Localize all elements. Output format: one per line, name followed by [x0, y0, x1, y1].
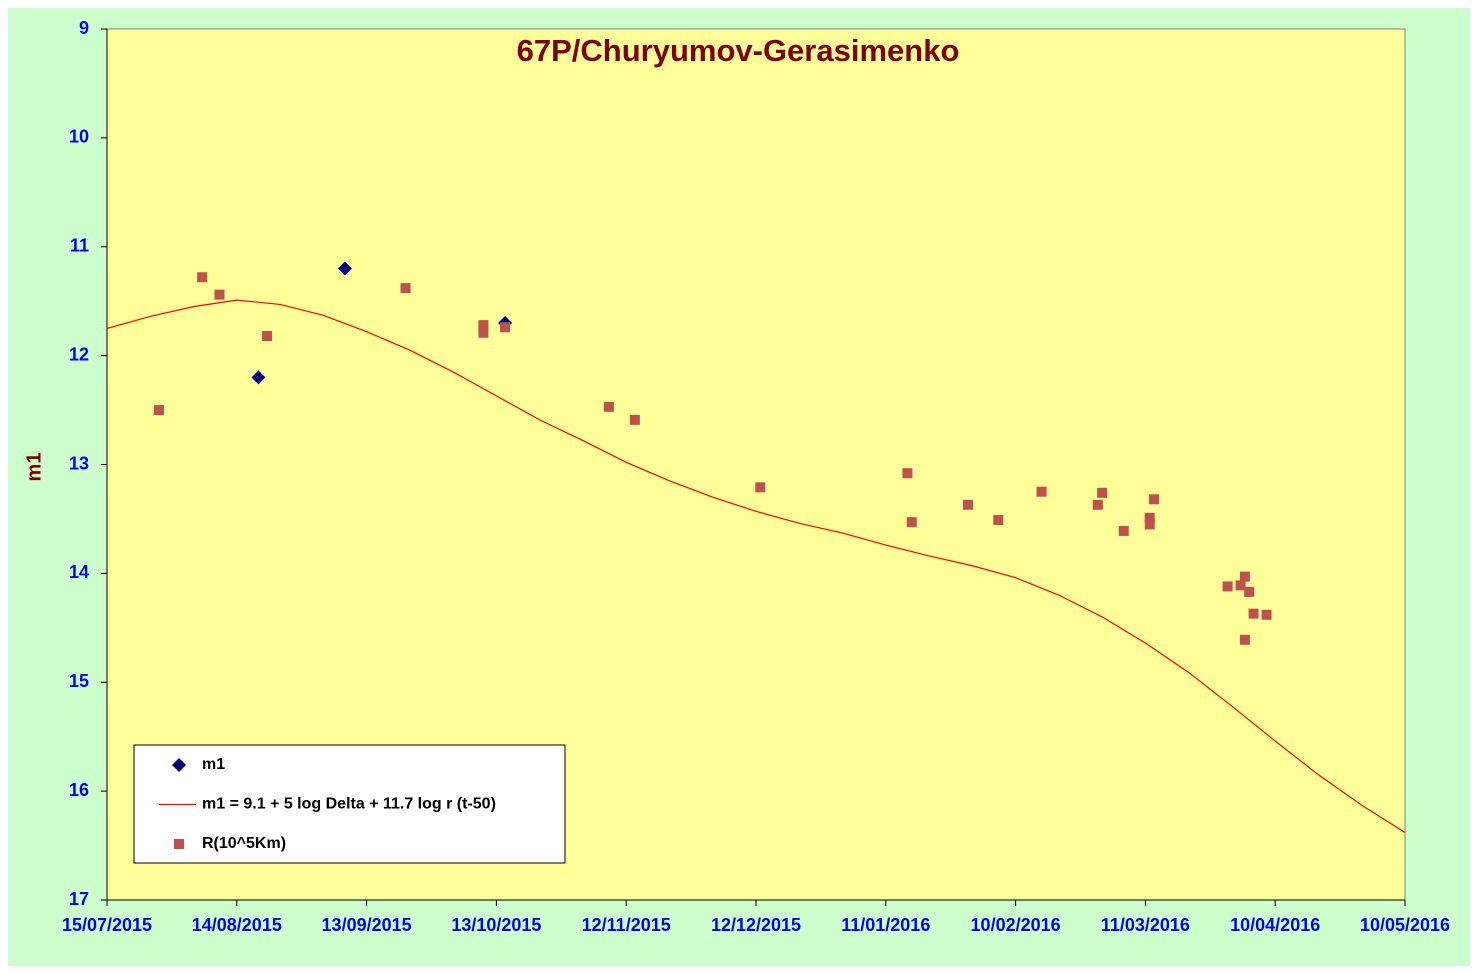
- data-point: [906, 517, 917, 528]
- data-point: [1036, 486, 1047, 497]
- y-tick-label: 14: [69, 562, 89, 582]
- legend-marker: [174, 839, 184, 849]
- data-point: [1118, 525, 1129, 536]
- data-point: [214, 289, 225, 300]
- data-point: [1144, 519, 1155, 530]
- y-tick-label: 9: [79, 18, 89, 38]
- data-point: [251, 370, 266, 385]
- data-point: [1097, 487, 1108, 498]
- data-point: [262, 331, 273, 342]
- y-axis-label: m1: [23, 453, 45, 482]
- data-point: [1239, 571, 1250, 582]
- legend-marker: [172, 758, 186, 772]
- data-point: [1222, 581, 1233, 592]
- chart-title: 67P/Churyumov-Gerasimenko: [517, 33, 960, 68]
- x-tick-label: 13/09/2015: [322, 915, 412, 935]
- x-tick-label: 15/07/2015: [62, 915, 152, 935]
- data-point: [1244, 586, 1255, 597]
- data-point: [500, 322, 511, 333]
- data-point: [478, 327, 489, 338]
- data-point: [153, 405, 164, 416]
- legend-box: [133, 744, 566, 864]
- data-point: [902, 468, 913, 479]
- x-tick-label: 11/03/2016: [1101, 915, 1190, 935]
- data-point: [1248, 608, 1259, 619]
- x-tick-label: 13/10/2015: [451, 915, 541, 935]
- y-tick-label: 13: [69, 453, 89, 473]
- y-tick-label: 17: [69, 889, 89, 909]
- data-point: [1092, 499, 1103, 510]
- legend: m1 m1 = 9.1 + 5 log Delta + 11.7 log r (t…: [133, 744, 566, 864]
- data-point: [400, 283, 411, 294]
- y-tick-label: 11: [70, 236, 89, 256]
- y-tick-label: 16: [69, 780, 89, 800]
- data-point: [1144, 512, 1155, 523]
- x-tick-label: 12/11/2015: [582, 915, 671, 935]
- data-point: [629, 414, 640, 425]
- y-tick-label: 10: [69, 127, 89, 147]
- x-tick-label: 10/02/2016: [971, 915, 1061, 935]
- data-point: [337, 261, 352, 276]
- data-point: [197, 272, 208, 283]
- y-tick-label: 15: [69, 671, 89, 691]
- x-tick-label: 10/05/2016: [1360, 915, 1450, 935]
- legend-label: R(10^5Km): [202, 835, 286, 852]
- y-tick-label: 12: [69, 344, 89, 364]
- legend-label: m1: [202, 756, 225, 773]
- data-point: [963, 499, 974, 510]
- model-line: [106, 299, 1406, 834]
- x-tick-label: 10/04/2016: [1230, 915, 1320, 935]
- data-point: [1235, 580, 1246, 591]
- legend-label: m1 = 9.1 + 5 log Delta + 11.7 log r (t-5…: [202, 796, 496, 813]
- data-point: [1149, 494, 1160, 505]
- data-point: [1261, 609, 1272, 620]
- x-tick-label: 12/12/2015: [711, 915, 801, 935]
- data-point: [478, 320, 489, 331]
- x-tick-label: 11/01/2016: [841, 915, 930, 935]
- data-point: [755, 482, 766, 493]
- x-tick-label: 14/08/2015: [192, 915, 282, 935]
- data-point: [993, 515, 1004, 526]
- data-point: [603, 401, 614, 412]
- data-point: [1239, 634, 1250, 645]
